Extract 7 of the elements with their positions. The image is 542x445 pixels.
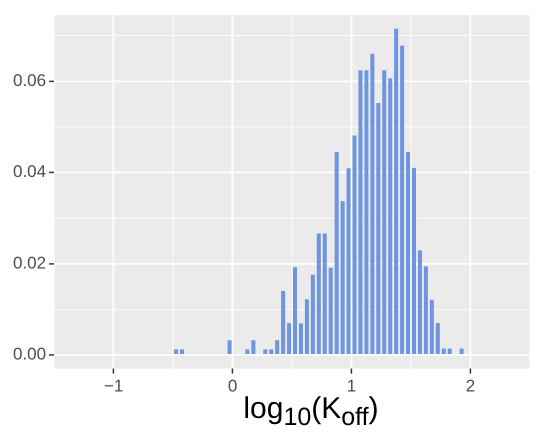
y-tick-label: 0.06 <box>12 70 46 90</box>
y-tick-label: 0.00 <box>12 344 46 364</box>
y-tick-label: 0.04 <box>12 162 46 182</box>
x-tick-label: −1 <box>104 376 124 396</box>
x-tick-label: 0 <box>228 376 238 396</box>
x-tick-label: 2 <box>466 376 476 396</box>
y-tick-label: 0.02 <box>12 253 46 272</box>
